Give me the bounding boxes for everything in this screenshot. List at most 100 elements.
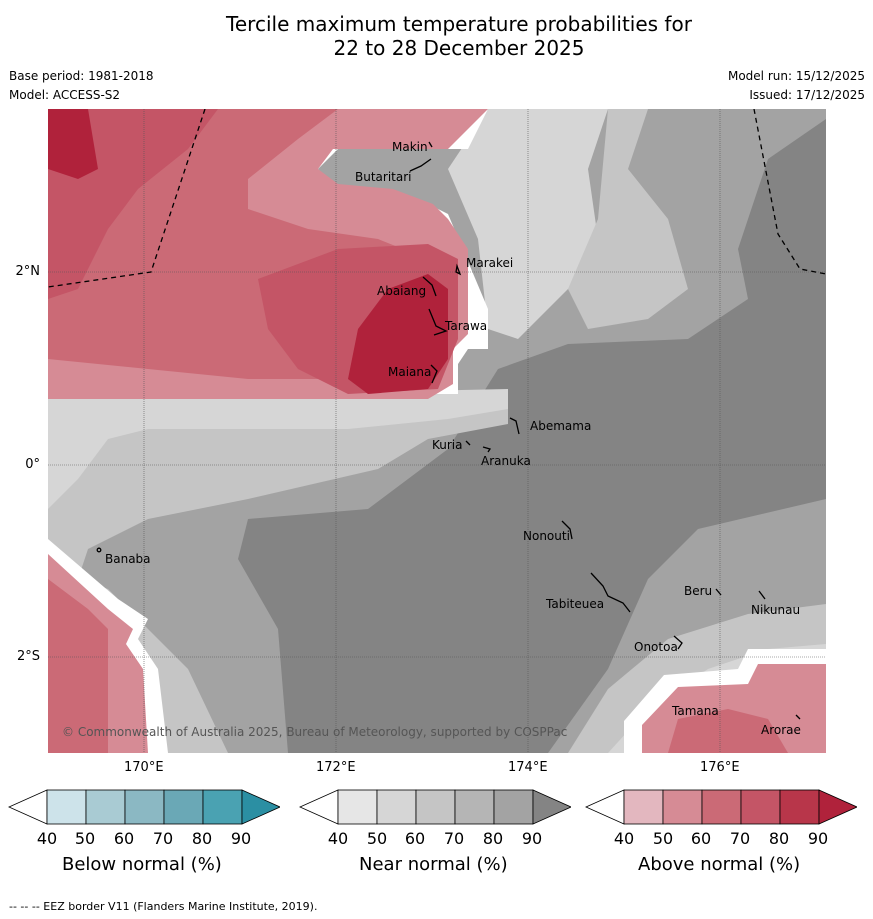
cb0-tick-50: 50 [74, 829, 96, 848]
colorbar-swatch-under [8, 789, 48, 825]
place-label-maiana: Maiana [388, 365, 432, 379]
island-makin [428, 141, 433, 148]
island-aranuka [482, 446, 492, 453]
eez-border-east [753, 109, 826, 275]
place-label-nonouti: Nonouti [523, 529, 570, 543]
map-svg [48, 109, 826, 753]
cb1-tick-60: 60 [404, 829, 426, 848]
near-normal-90-region [238, 119, 826, 753]
colorbar-swatch-2 [85, 789, 126, 825]
island-nonouti [561, 520, 573, 540]
place-label-marakei: Marakei [466, 256, 514, 270]
place-label-butaritari: Butaritari [355, 170, 412, 184]
above-normal-west-70 [48, 579, 108, 753]
colorbar-swatch-1 [46, 789, 87, 825]
colorbar-swatch-5 [779, 789, 820, 825]
colorbar-swatch-under [585, 789, 625, 825]
island-tabiteuea [590, 572, 631, 613]
colorbar-above-normal [585, 789, 858, 831]
cb1-tick-90: 90 [521, 829, 543, 848]
colorbar-swatch-3 [415, 789, 456, 825]
colorbar-swatch-5 [493, 789, 534, 825]
colorbar-swatch-over [818, 789, 858, 825]
title-line-1: Tercile maximum temperature probabilitie… [226, 12, 692, 36]
lon-label-170: 170°E [124, 760, 164, 775]
model-run: Model run: 15/12/2025 [727, 69, 865, 83]
colorbar-swatch-over [241, 789, 281, 825]
map-title: Tercile maximum temperature probabilitie… [0, 12, 873, 60]
above-normal-nw-90 [48, 109, 98, 179]
place-label-tamana: Tamana [672, 704, 719, 718]
near-normal-50-region [48, 389, 508, 509]
cb0-tick-60: 60 [113, 829, 135, 848]
island-maiana [430, 364, 438, 384]
colorbar-swatch-3 [701, 789, 742, 825]
island-banaba [96, 547, 102, 553]
place-label-beru: Beru [684, 584, 713, 598]
place-label-abaiang: Abaiang [377, 284, 427, 298]
place-label-arorae: Arorae [761, 723, 801, 737]
lon-label-172: 172°E [316, 760, 356, 775]
island-onotoa [673, 635, 683, 650]
graticule [48, 109, 826, 753]
meta-right: Model run: 15/12/2025 Issued: 17/12/2025 [728, 67, 865, 105]
colorbar-swatch-over [532, 789, 572, 825]
place-label-nikunau: Nikunau [751, 603, 801, 617]
eez-legend-footer: -- -- -- EEZ border V11 (Flanders Marine… [9, 900, 318, 913]
cb1-tick-40: 40 [327, 829, 349, 848]
island-nikunau [758, 590, 766, 600]
island-beru [715, 588, 722, 596]
colorbar-swatch-1 [337, 789, 378, 825]
cb2-tick-50: 50 [652, 829, 674, 848]
lat-label-0: 0° [25, 457, 40, 472]
eez-border-west [48, 109, 206, 288]
colorbar-swatch-1 [623, 789, 664, 825]
issued-date: Issued: 17/12/2025 [749, 88, 865, 102]
place-label-aranuka: Aranuka [481, 454, 531, 468]
place-label-banaba: Banaba [105, 552, 151, 566]
cb0-tick-40: 40 [36, 829, 58, 848]
cb2-tick-70: 70 [729, 829, 751, 848]
place-label-tabiteuea: Tabiteuea [546, 597, 605, 611]
island-shapes [96, 141, 801, 720]
colorbar-swatch-2 [376, 789, 417, 825]
colorbar-title-below: Below normal (%) [62, 854, 222, 875]
cb0-tick-90: 90 [230, 829, 252, 848]
lon-label-174: 174°E [508, 760, 548, 775]
cb2-tick-40: 40 [613, 829, 635, 848]
place-label-kuria: Kuria [432, 438, 463, 452]
colorbar-swatch-4 [454, 789, 495, 825]
near-normal-60-north [568, 109, 688, 329]
colorbar-swatch-3 [124, 789, 165, 825]
meta-left: Base period: 1981-2018 Model: ACCESS-S2 [9, 67, 154, 105]
colorbar-swatch-under [299, 789, 339, 825]
place-label-makin: Makin [392, 140, 428, 154]
colorbar-near-normal [299, 789, 572, 831]
cb2-tick-60: 60 [690, 829, 712, 848]
island-abemama [509, 417, 520, 435]
cb1-tick-80: 80 [482, 829, 504, 848]
above-normal-tarawa-90 [348, 274, 448, 394]
island-butaritari [409, 158, 432, 172]
colorbar-swatch-5 [202, 789, 243, 825]
island-abaiang [422, 276, 437, 297]
base-period: Base period: 1981-2018 [9, 69, 154, 83]
colorbar-below-normal [8, 789, 281, 831]
island-marakei [455, 263, 462, 276]
map-area [48, 109, 826, 753]
cb1-tick-50: 50 [366, 829, 388, 848]
lat-label-2n: 2°N [15, 264, 41, 279]
cb0-tick-80: 80 [191, 829, 213, 848]
lon-label-176: 176°E [700, 760, 740, 775]
colorbar-swatch-2 [662, 789, 703, 825]
cb0-tick-70: 70 [152, 829, 174, 848]
colorbar-title-above: Above normal (%) [638, 854, 801, 875]
cb2-tick-90: 90 [807, 829, 829, 848]
colorbar-swatch-4 [163, 789, 204, 825]
place-label-onotoa: Onotoa [634, 640, 678, 654]
island-kuria [465, 440, 471, 446]
island-arorae [795, 714, 801, 720]
colorbar-swatch-4 [740, 789, 781, 825]
model-name: Model: ACCESS-S2 [9, 88, 121, 102]
place-label-abemama: Abemama [530, 419, 592, 433]
